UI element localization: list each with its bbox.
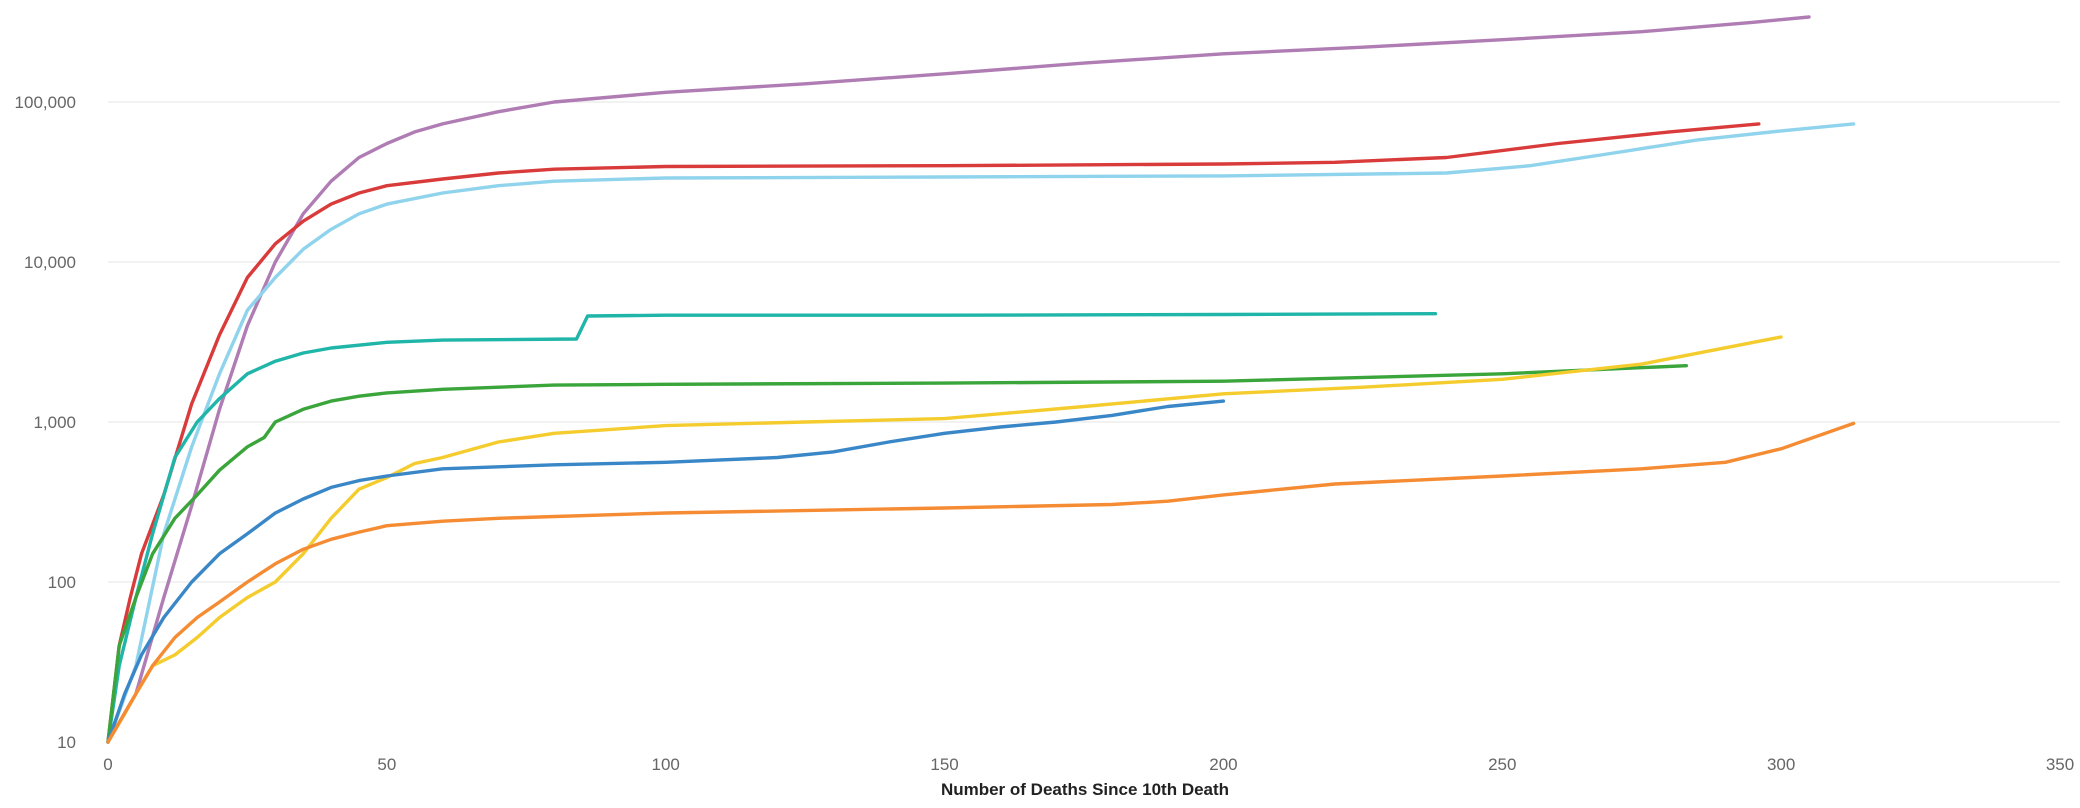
gridlines [108,101,2060,583]
y-tick-label: 100,000 [15,93,76,112]
series-line [106,421,1856,744]
x-tick-label: 200 [1209,755,1237,774]
y-tick-label: 10,000 [24,253,76,272]
x-tick-label: 150 [930,755,958,774]
series-line [106,122,1856,744]
y-axis-ticks: 10 100 1,000 10,000 100,000 [15,93,76,752]
x-axis-title: Number of Deaths Since 10th Death [941,780,1229,799]
y-tick-label: 100 [48,573,76,592]
x-tick-label: 50 [377,755,396,774]
series-lines [106,15,1856,744]
series-line [106,364,1689,744]
y-tick-label: 10 [57,733,76,752]
x-tick-label: 300 [1767,755,1795,774]
series-line [106,335,1783,744]
series-line [106,399,1226,744]
x-tick-label: 100 [652,755,680,774]
x-tick-label: 250 [1488,755,1516,774]
y-tick-label: 1,000 [33,413,76,432]
x-tick-label: 350 [2046,755,2074,774]
x-tick-label: 0 [103,755,112,774]
series-line [106,312,1438,744]
x-axis-ticks: 0 50 100 150 200 250 300 350 [103,755,2074,774]
series-line [106,15,1811,744]
